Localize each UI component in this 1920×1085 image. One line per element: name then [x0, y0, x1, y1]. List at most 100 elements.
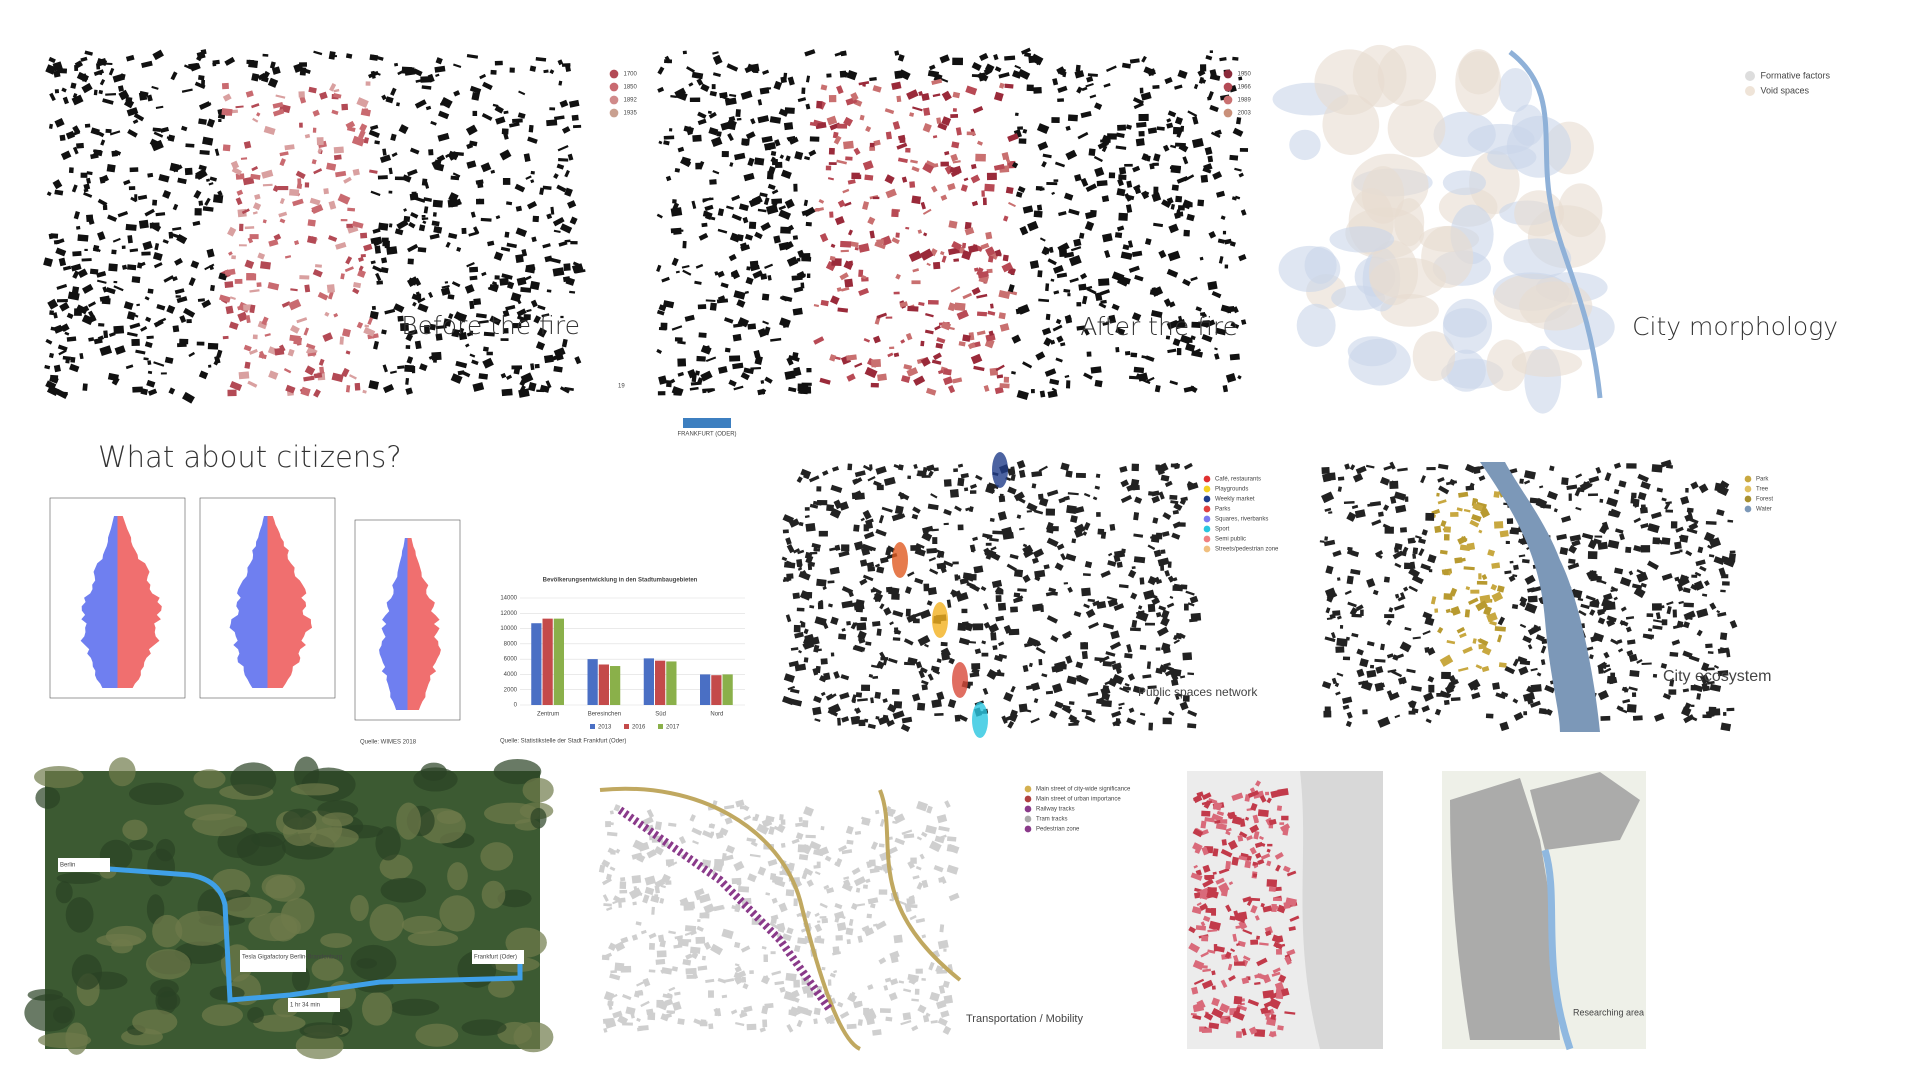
building — [895, 273, 901, 280]
building — [989, 551, 1001, 561]
building — [1397, 596, 1404, 602]
building — [1493, 491, 1500, 498]
building — [813, 695, 822, 704]
building — [430, 120, 437, 126]
building — [854, 707, 862, 715]
building — [1321, 681, 1332, 689]
building — [797, 478, 802, 482]
building — [1728, 553, 1736, 562]
building — [1050, 635, 1059, 643]
building — [937, 1017, 948, 1027]
building — [999, 383, 1010, 389]
building — [838, 844, 848, 852]
building — [1010, 466, 1016, 474]
building — [1349, 464, 1356, 471]
building — [785, 537, 792, 545]
building — [274, 347, 285, 356]
building — [1138, 605, 1143, 610]
building — [55, 389, 68, 399]
building — [372, 54, 384, 61]
building — [264, 333, 271, 337]
building — [1192, 348, 1202, 355]
building — [435, 57, 443, 65]
building — [1045, 690, 1054, 695]
building — [393, 303, 405, 313]
building — [830, 652, 835, 657]
building — [569, 290, 576, 294]
building — [650, 895, 660, 903]
building — [1345, 720, 1352, 728]
building — [417, 247, 427, 253]
building — [1441, 671, 1451, 680]
building — [881, 506, 893, 513]
building — [1496, 634, 1503, 643]
building — [853, 876, 867, 887]
building — [759, 87, 770, 95]
building — [1688, 522, 1699, 531]
building — [1436, 692, 1446, 697]
building — [1463, 508, 1471, 513]
building — [1127, 569, 1137, 579]
building — [45, 338, 53, 345]
legend-label: Void spaces — [1761, 85, 1810, 95]
pyramid-female — [407, 538, 441, 710]
morph-patch — [1503, 238, 1572, 280]
building — [1690, 685, 1697, 691]
building — [421, 85, 432, 90]
building — [531, 236, 537, 243]
building — [469, 275, 478, 281]
building — [886, 719, 895, 727]
building — [864, 927, 875, 937]
building — [971, 200, 979, 207]
building — [939, 924, 945, 933]
building — [297, 178, 302, 185]
building — [170, 71, 178, 81]
route-label: Tesla Gigafactory Berlin-Brandenburg — [242, 955, 342, 961]
building — [928, 64, 936, 71]
building — [1202, 968, 1211, 973]
building — [53, 364, 61, 373]
building — [1426, 647, 1436, 656]
legend-swatch — [1745, 86, 1755, 96]
legend-label: Weekly market — [1215, 497, 1255, 503]
building — [251, 165, 259, 172]
building — [256, 282, 262, 288]
building — [1224, 238, 1232, 245]
building — [1081, 86, 1088, 92]
building — [1068, 701, 1075, 705]
building — [1671, 639, 1681, 646]
building — [897, 54, 905, 62]
building — [574, 356, 582, 365]
building — [86, 177, 91, 184]
map-before-fire — [43, 49, 586, 404]
building — [99, 345, 113, 357]
building — [1068, 714, 1078, 723]
building — [1146, 155, 1151, 162]
building — [980, 242, 990, 250]
building — [299, 96, 307, 104]
building — [289, 188, 300, 197]
building — [421, 214, 426, 218]
building — [1164, 669, 1174, 677]
building — [908, 250, 922, 263]
building — [1440, 520, 1447, 528]
building — [1142, 674, 1152, 679]
building — [1189, 618, 1198, 623]
route-label-box — [58, 858, 110, 872]
building — [885, 316, 893, 319]
building — [823, 884, 830, 890]
building — [201, 299, 212, 309]
building — [335, 241, 347, 250]
building — [1239, 147, 1249, 152]
building — [909, 904, 918, 909]
building — [956, 309, 969, 320]
pyramid-female — [267, 516, 313, 688]
building — [1164, 77, 1173, 85]
building — [901, 375, 911, 383]
building — [98, 322, 105, 327]
building — [749, 260, 759, 268]
building — [225, 305, 234, 315]
building — [972, 105, 984, 114]
bar — [722, 674, 733, 705]
